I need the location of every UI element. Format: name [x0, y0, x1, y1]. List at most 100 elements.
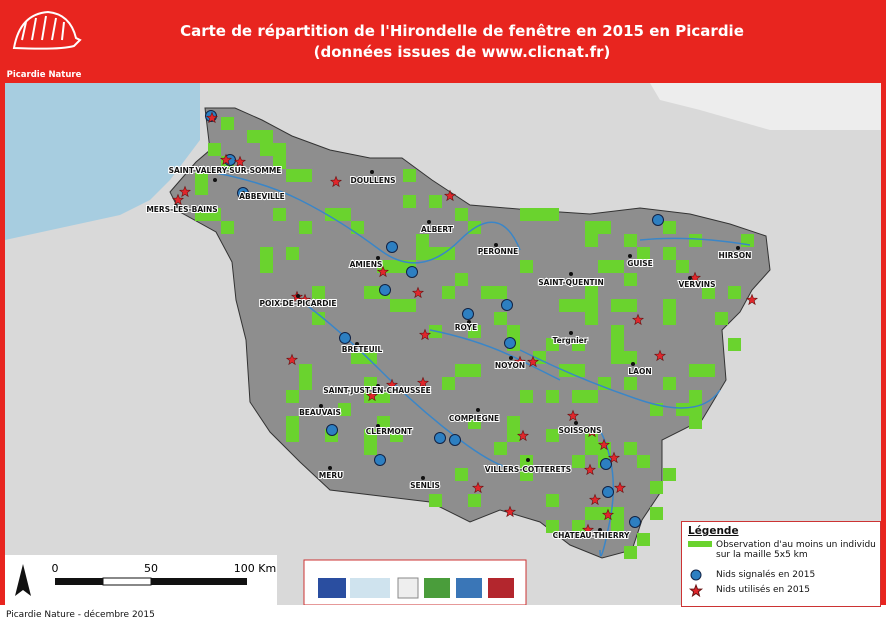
observation-cell: [637, 247, 650, 260]
town-label: AMIENS: [350, 260, 383, 269]
town-dot: [370, 170, 374, 174]
observation-cell: [572, 390, 585, 403]
observation-cell: [676, 260, 689, 273]
river: [199, 169, 521, 264]
observation-cell: [195, 169, 208, 182]
town-dot: [174, 204, 178, 208]
nest-used: [516, 429, 530, 442]
observation-cell: [416, 247, 429, 260]
observation-cell: [260, 143, 273, 156]
observation-cell: [520, 390, 533, 403]
nest-used: [581, 523, 595, 536]
river: [639, 237, 751, 246]
observation-cell: [442, 247, 455, 260]
observation-cell: [689, 390, 702, 403]
observation-cell: [325, 208, 338, 221]
observation-cell: [663, 247, 676, 260]
observation-cell: [494, 442, 507, 455]
town-dot: [296, 294, 300, 298]
observation-cell: [468, 325, 481, 338]
footer: Picardie Nature - décembre 2015: [6, 609, 155, 620]
observation-cell: [637, 455, 650, 468]
observation-cell: [312, 312, 325, 325]
town-dot: [427, 220, 431, 224]
logo-hedgehog: [12, 10, 82, 50]
neighbour: [650, 83, 881, 130]
nest-reported: [504, 337, 516, 349]
nest-reported: [326, 424, 338, 436]
observation-cell: [507, 325, 520, 338]
legend-item: Nids signalés en 2015: [716, 570, 816, 580]
observation-cell: [585, 312, 598, 325]
legend-title: Légende: [688, 525, 739, 537]
observation-cell: [364, 429, 377, 442]
observation-cell: [273, 208, 286, 221]
nest-used: [613, 481, 627, 494]
observation-cell: [728, 338, 741, 351]
town-label: ALBERT: [421, 225, 454, 234]
observation-cell: [377, 260, 390, 273]
river: [519, 349, 721, 409]
nest-used: [411, 286, 425, 299]
town-label: ABBEVILLE: [239, 192, 285, 201]
observation-cell: [429, 195, 442, 208]
nest-used: [205, 111, 219, 124]
observation-cell: [468, 416, 481, 429]
town-dot: [736, 246, 740, 250]
town-dot: [569, 272, 573, 276]
nest-reported: [449, 434, 461, 446]
observation-cell: [351, 221, 364, 234]
observation-cell: [364, 286, 377, 299]
observation-cell: [611, 325, 624, 338]
nest-used: [298, 293, 312, 306]
scale-label: 0: [52, 562, 59, 575]
observation-cell: [481, 286, 494, 299]
town-dot: [688, 276, 692, 280]
observation-cell: [377, 416, 390, 429]
observation-cell: [585, 507, 598, 520]
observation-cell: [624, 546, 637, 559]
observation-cell: [208, 143, 221, 156]
logo-text: Picardie Nature: [7, 70, 82, 80]
town-label: LAON: [628, 367, 651, 376]
observation-cell: [286, 169, 299, 182]
river: [299, 299, 521, 471]
observation-cell: [585, 390, 598, 403]
observation-cell: [286, 247, 299, 260]
nest-used: [653, 349, 667, 362]
nest-used: [503, 505, 517, 518]
partner-logos: [318, 577, 514, 599]
observation-cell: [611, 351, 624, 364]
observation-cell: [338, 403, 351, 416]
observation-cell: [598, 221, 611, 234]
observation-cell: [273, 143, 286, 156]
observation-cell: [585, 286, 598, 299]
observation-cell: [351, 351, 364, 364]
town-dot: [376, 384, 380, 388]
town-dot: [376, 424, 380, 428]
observation-cell: [364, 377, 377, 390]
town-dot: [328, 466, 332, 470]
town-label: SENLIS: [410, 481, 440, 490]
observation-cell: [689, 416, 702, 429]
observation-cell: [533, 208, 546, 221]
nest-reported: [462, 308, 474, 320]
observation-cell: [624, 299, 637, 312]
sea: [5, 83, 200, 240]
town-dot: [467, 320, 471, 324]
observation-cell: [650, 481, 663, 494]
observation-cell: [546, 494, 559, 507]
observation-cell: [312, 286, 325, 299]
observation-cell: [208, 208, 221, 221]
nest-reported: [629, 516, 641, 528]
nest-used: [365, 389, 379, 402]
observation-cell: [676, 403, 689, 416]
scale-label: 100 Km: [234, 562, 276, 575]
observation-cell: [195, 208, 208, 221]
observation-cell: [299, 169, 312, 182]
observation-cell: [585, 234, 598, 247]
town-dot: [241, 191, 245, 195]
town-label: COMPIEGNE: [449, 414, 499, 423]
observation-cell: [689, 234, 702, 247]
